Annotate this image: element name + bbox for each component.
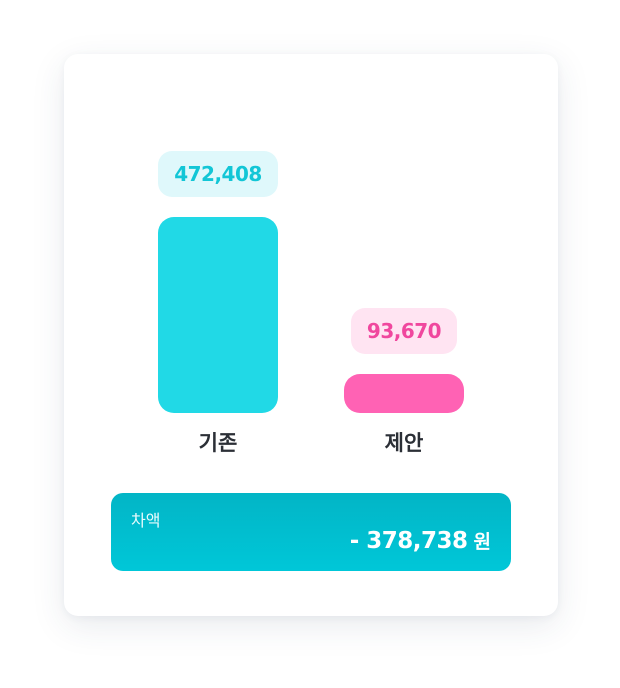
category-label-2: 제안 <box>384 431 424 455</box>
bar-2 <box>344 374 464 413</box>
difference-value: - 378,738 <box>349 528 468 554</box>
difference-unit: 원 <box>473 531 491 553</box>
bar-value-label-2: 93,670 <box>351 308 457 354</box>
comparison-card: 472,408 기존 93,670 제안 차액 - 378,738 원 <box>64 54 558 616</box>
comparison-bar-chart: 472,408 기존 93,670 제안 <box>64 54 558 474</box>
bar-1 <box>158 217 278 413</box>
difference-amount: - 378,738 원 <box>350 527 491 554</box>
category-label-1: 기존 <box>198 431 238 455</box>
difference-summary: 차액 - 378,738 원 <box>111 493 511 571</box>
difference-label: 차액 <box>131 511 161 530</box>
bar-value-label-1: 472,408 <box>158 151 278 197</box>
